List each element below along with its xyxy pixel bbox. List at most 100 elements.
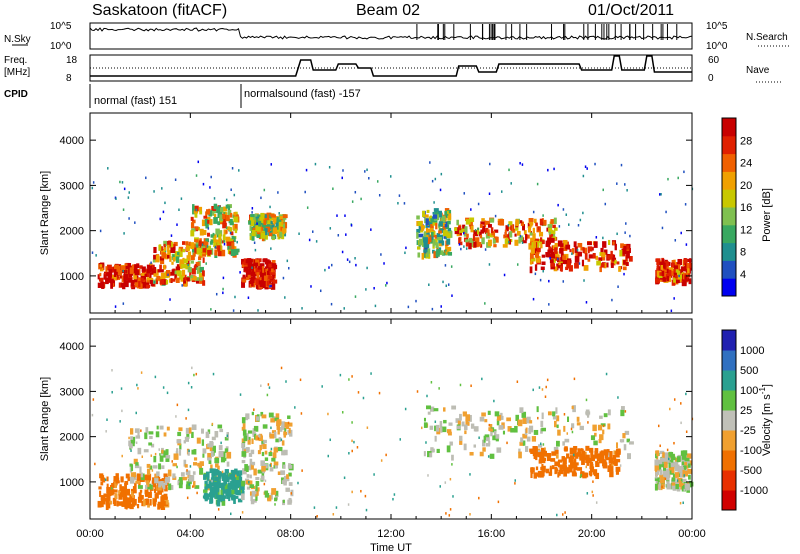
power-cell xyxy=(218,238,221,244)
velocity-cell xyxy=(535,466,539,471)
velocity-cell xyxy=(257,450,261,455)
velocity-cell xyxy=(224,469,229,474)
power-cell xyxy=(594,162,596,166)
velocity-cell xyxy=(531,436,537,442)
velocity-cell xyxy=(679,501,682,505)
velocity-cell xyxy=(106,503,111,509)
power-cell xyxy=(624,231,626,234)
power-cell xyxy=(516,230,521,236)
velocity-cell xyxy=(153,488,157,494)
power-cell xyxy=(373,286,375,290)
power-cell xyxy=(261,271,267,276)
power-cell xyxy=(197,226,201,231)
power-cell xyxy=(212,208,217,214)
velocity-cell xyxy=(427,474,429,477)
velocity-cell xyxy=(687,463,691,468)
velocity-cell xyxy=(154,375,157,379)
velocity-cell xyxy=(445,512,447,515)
power-cell xyxy=(188,241,192,246)
velocity-cell xyxy=(439,485,441,488)
power-cell xyxy=(183,258,189,264)
velocity-cell xyxy=(568,467,573,473)
velocity-cell xyxy=(266,393,269,397)
power-cell xyxy=(458,243,461,246)
velocity-cell xyxy=(559,466,565,470)
velocity-cell xyxy=(555,454,559,459)
velocity-cell xyxy=(151,443,155,448)
velocity-cell xyxy=(110,487,113,490)
power-cell xyxy=(151,270,156,275)
power-cell xyxy=(514,233,517,237)
velocity-cell xyxy=(237,498,243,503)
velocity-cell xyxy=(130,491,134,498)
power-cbar-swatch xyxy=(722,189,736,208)
velocity-cell xyxy=(242,468,247,475)
power-cell xyxy=(534,272,537,276)
velocity-cell xyxy=(496,447,502,453)
velocity-cell xyxy=(582,455,585,463)
velocity-cell xyxy=(188,475,193,482)
velocity-cell xyxy=(516,380,519,383)
power-cell xyxy=(222,222,227,229)
velocity-cell xyxy=(530,471,533,479)
velocity-cell xyxy=(683,465,687,470)
power-cell xyxy=(110,282,114,289)
power-cell xyxy=(153,281,156,284)
velocity-cell xyxy=(165,455,170,462)
power-cell xyxy=(248,258,254,263)
power-cell xyxy=(242,274,246,279)
velocity-cell xyxy=(537,416,539,420)
velocity-cell xyxy=(241,493,245,501)
velocity-cell xyxy=(517,419,523,427)
velocity-cell xyxy=(221,482,227,487)
power-cell xyxy=(305,168,308,172)
velocity-cell xyxy=(473,444,477,448)
power-cell xyxy=(251,281,254,287)
power-cell xyxy=(115,197,117,200)
velocity-cell xyxy=(615,470,620,475)
velocity-cell xyxy=(124,480,129,485)
power-cell xyxy=(241,281,246,288)
velocity-cell xyxy=(544,447,546,450)
velocity-cell xyxy=(573,377,576,381)
velocity-cell xyxy=(587,421,589,424)
power-cell xyxy=(575,251,578,259)
power-cell xyxy=(583,279,585,282)
velocity-cell xyxy=(281,421,286,428)
velocity-cell xyxy=(234,468,238,474)
velocity-cell xyxy=(262,424,268,429)
power-cell xyxy=(613,259,617,264)
power-cell xyxy=(520,221,525,226)
velocity-cell xyxy=(572,448,577,456)
power-cell xyxy=(562,259,568,265)
power-cell xyxy=(193,252,196,257)
velocity-cell xyxy=(137,387,139,390)
velocity-cell xyxy=(133,458,138,465)
power-cell xyxy=(535,238,539,242)
power-cell xyxy=(433,201,435,204)
power-cell xyxy=(92,181,95,184)
velocity-cell xyxy=(136,478,141,482)
power-cell xyxy=(559,248,564,254)
velocity-cell xyxy=(137,447,142,455)
velocity-cell xyxy=(129,463,133,467)
velocity-cell xyxy=(129,465,133,473)
power-cell xyxy=(332,187,334,190)
velocity-cell xyxy=(158,448,160,451)
power-cell xyxy=(178,251,183,257)
velocity-cell xyxy=(220,472,226,477)
velocity-cell xyxy=(255,476,260,481)
power-cell xyxy=(380,253,382,256)
power-cell xyxy=(159,256,165,261)
velocity-cell xyxy=(222,489,226,494)
velocity-cell xyxy=(492,435,498,441)
velocity-cell xyxy=(200,428,204,434)
power-cell xyxy=(463,231,465,235)
power-cell xyxy=(282,223,285,230)
power-cell xyxy=(257,266,262,270)
velocity-cell xyxy=(188,449,190,452)
velocity-cell xyxy=(121,491,126,497)
power-cell xyxy=(686,262,690,270)
velocity-cell xyxy=(238,477,242,484)
